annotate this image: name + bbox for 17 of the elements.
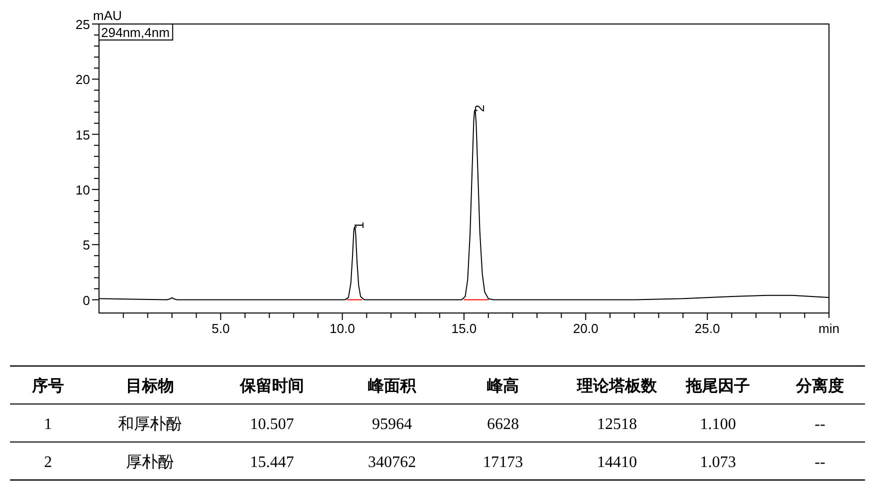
- annotation: 294nm,4nm: [101, 25, 170, 40]
- annotation: 1: [352, 222, 367, 229]
- table: 序号 目标物 保留时间 峰面积 峰高 理论塔板数 拖尾因子 分离度 1 和厚朴酚 10.507 95964 6628 12518 1.100 -- 2 厚朴酚 15.447 340762 17173 14410 1.073 --: [10, 365, 866, 481]
- y-tick-label: 5: [82, 238, 90, 253]
- y-tick-label: 10: [76, 182, 90, 198]
- y-tick-label: 15: [76, 127, 90, 142]
- x-tick-label: 15.0: [451, 321, 477, 336]
- x-tick-label: 20.0: [573, 321, 598, 336]
- y-tick-label: 20: [76, 72, 90, 88]
- x-tick-label: 5.0: [212, 321, 230, 336]
- y-axis-title: mAU: [93, 8, 122, 23]
- annotation: 2: [472, 104, 487, 112]
- y-tick-label: 0: [82, 292, 90, 308]
- x-tick-label: 25.0: [694, 321, 720, 336]
- y-tick-label: 25: [76, 17, 90, 32]
- x-tick-label: 10.0: [330, 321, 355, 336]
- x-axis-title: min: [818, 321, 840, 336]
